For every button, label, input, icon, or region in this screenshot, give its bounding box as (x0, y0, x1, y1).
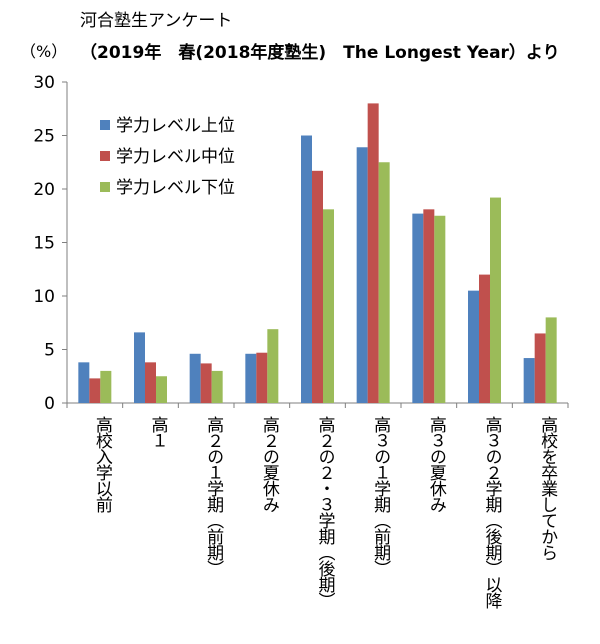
bar (200, 363, 212, 403)
bar (356, 147, 368, 403)
bar (189, 353, 201, 403)
y-tick-label: 15 (33, 234, 55, 254)
legend-label: 学力レベル下位 (116, 178, 235, 198)
bar (423, 209, 435, 403)
y-tick-label: 25 (33, 127, 55, 147)
legend-label: 学力レベル中位 (116, 147, 235, 167)
legend-swatch (100, 120, 110, 130)
x-tick-label: 高３の夏休み (426, 416, 447, 513)
bar (156, 376, 167, 403)
x-tick-label: 高２の２・３学期（後期） (315, 416, 336, 608)
bar (367, 103, 379, 404)
x-tick-label: 高２の夏休み (259, 416, 280, 513)
y-tick-label: 0 (44, 394, 55, 414)
bar (434, 215, 446, 403)
legend-label: 学力レベル上位 (116, 116, 235, 136)
bar (545, 317, 557, 403)
bar (323, 209, 334, 403)
y-tick-label: 20 (33, 180, 55, 200)
y-tick-label: 10 (33, 287, 55, 307)
bar (412, 213, 424, 403)
bar (490, 197, 501, 403)
x-tick-label: 高校を卒業してから (537, 416, 558, 561)
y-tick-label: 5 (44, 341, 55, 361)
bar (100, 370, 112, 403)
chart-subtitle: （2019年 春(2018年度塾生) The Longest Year）より (80, 43, 560, 63)
x-tick-label: 高３の２学期（後期）以降 (482, 416, 503, 609)
bar (211, 370, 223, 403)
bar (267, 329, 279, 403)
x-tick-label: 高１ (148, 416, 168, 448)
legend-swatch (100, 151, 110, 161)
bar (312, 170, 323, 403)
bar (245, 353, 257, 403)
bar (134, 332, 145, 403)
bar (301, 135, 312, 403)
x-tick-label: 高校入学以前 (92, 416, 113, 514)
bar (534, 333, 546, 403)
bar (256, 352, 268, 403)
bar (145, 362, 156, 403)
bar (479, 274, 490, 403)
chart-title: 河合塾生アンケート (80, 11, 233, 31)
y-axis-unit-label: （%） (20, 42, 68, 61)
bar (89, 378, 101, 403)
y-tick-label: 30 (33, 73, 55, 93)
x-tick-label: 高２の１学期（前期） (203, 416, 224, 576)
bar (468, 290, 479, 403)
legend-swatch (100, 182, 110, 192)
bar (378, 162, 390, 403)
bar (523, 358, 535, 403)
bar (78, 362, 90, 403)
x-tick-label: 高３の１学期（前期） (370, 416, 391, 576)
